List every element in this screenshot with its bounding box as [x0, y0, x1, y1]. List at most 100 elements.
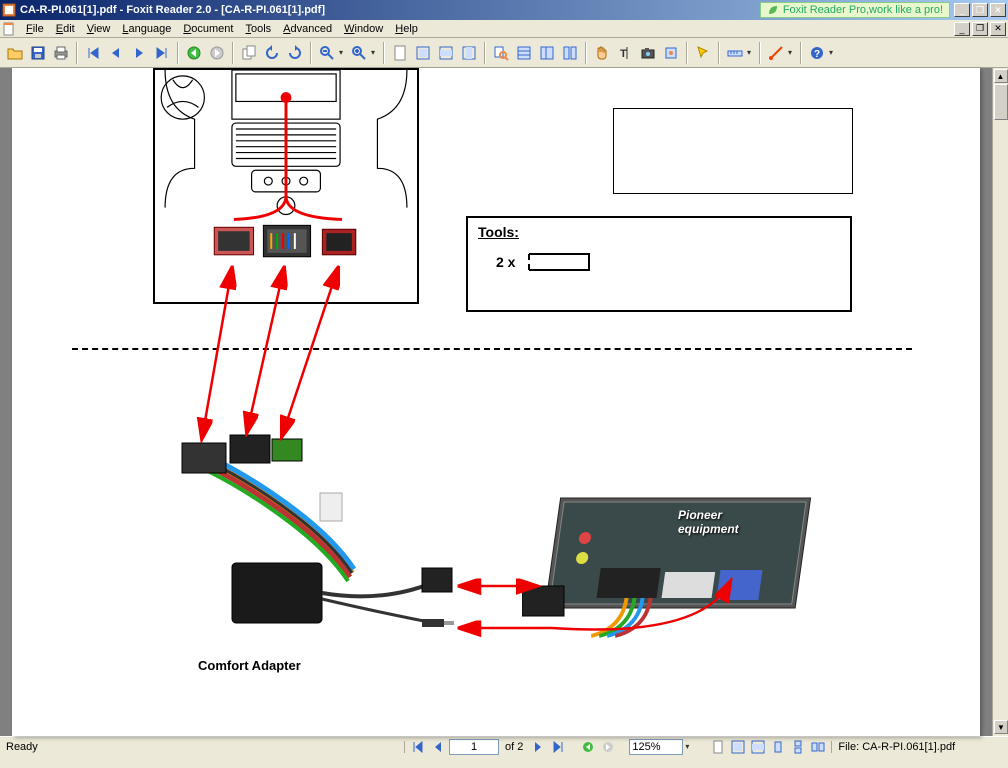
last-page-button[interactable]	[151, 42, 173, 64]
svg-text:T: T	[620, 48, 627, 60]
menu-view[interactable]: View	[81, 22, 117, 36]
window-controls-outer: _ ❐ ✕	[954, 3, 1006, 17]
page-total: of 2	[501, 741, 527, 753]
scroll-up-button[interactable]: ▲	[994, 69, 1008, 83]
titlebar: CA-R-PI.061[1].pdf - Foxit Reader 2.0 - …	[0, 0, 1008, 20]
dashboard-diagram	[153, 68, 419, 304]
vertical-scrollbar[interactable]: ▲ ▼	[992, 68, 1008, 736]
menu-window[interactable]: Window	[338, 22, 389, 36]
empty-box	[613, 108, 853, 194]
comfort-adapter-label: Comfort Adapter	[198, 658, 301, 673]
find-button[interactable]	[490, 42, 512, 64]
close-button[interactable]: ✕	[990, 3, 1006, 17]
zoom-dropdown[interactable]: ▾	[685, 742, 693, 751]
promo-banner[interactable]: Foxit Reader Pro,work like a pro!	[760, 2, 950, 18]
rotate-ccw-button[interactable]	[261, 42, 283, 64]
help-button[interactable]: ?	[806, 42, 828, 64]
ruler-button[interactable]	[724, 42, 746, 64]
nav-first-button[interactable]	[409, 739, 427, 755]
menu-tools[interactable]: Tools	[239, 22, 277, 36]
open-button[interactable]	[4, 42, 26, 64]
facing-button[interactable]	[809, 739, 827, 755]
layers-button[interactable]	[536, 42, 558, 64]
separator-line	[72, 348, 912, 350]
hand-tool-button[interactable]	[591, 42, 613, 64]
ruler-dropdown[interactable]: ▾	[747, 48, 755, 57]
toolbar: ▾ ▾ T ▾ ▾ ? ▾	[0, 38, 1008, 68]
menu-edit[interactable]: Edit	[50, 22, 81, 36]
content-area: Tools: 2 x	[0, 68, 1008, 736]
fit-visible-button[interactable]	[458, 42, 480, 64]
statusbar: Ready of 2 ▾ File: CA-R-PI.061[1].pdf	[0, 736, 1008, 756]
fit-width-button-sb[interactable]	[749, 739, 767, 755]
restore-button[interactable]: ❐	[972, 3, 988, 17]
zoom-out-dropdown[interactable]: ▾	[339, 48, 347, 57]
pioneer-label: Pioneerequipment	[678, 508, 739, 536]
menu-advanced[interactable]: Advanced	[277, 22, 338, 36]
fit-width-button[interactable]	[435, 42, 457, 64]
snapshot-button[interactable]	[637, 42, 659, 64]
zoom-out-button[interactable]	[316, 42, 338, 64]
menu-language[interactable]: Language	[116, 22, 177, 36]
mdi-restore-button[interactable]: ❐	[972, 22, 988, 36]
page-nav: of 2 ▾	[405, 739, 831, 755]
measure-dropdown[interactable]: ▾	[788, 48, 796, 57]
svg-text:?: ?	[814, 49, 820, 60]
select-text-button[interactable]: T	[614, 42, 636, 64]
rotate-cw-button[interactable]	[284, 42, 306, 64]
mdi-close-button[interactable]: ✕	[990, 22, 1006, 36]
measure-button[interactable]	[765, 42, 787, 64]
page-number-input[interactable]	[449, 739, 499, 755]
zoom-in-dropdown[interactable]: ▾	[371, 48, 379, 57]
nav-prev-button[interactable]	[429, 739, 447, 755]
window-controls-inner: _ ❐ ✕	[954, 22, 1006, 36]
tools-qty: 2 x	[496, 254, 515, 270]
status-file: File: CA-R-PI.061[1].pdf	[831, 741, 1008, 753]
nav-fwd-hist-button[interactable]	[599, 739, 617, 755]
nav-back-button[interactable]	[183, 42, 205, 64]
menu-file[interactable]: File	[20, 22, 50, 36]
continuous-button[interactable]	[789, 739, 807, 755]
minimize-button[interactable]: _	[954, 3, 970, 17]
help-dropdown[interactable]: ▾	[829, 48, 837, 57]
clone-button[interactable]	[238, 42, 260, 64]
nav-forward-button[interactable]	[206, 42, 228, 64]
single-page-button[interactable]	[769, 739, 787, 755]
print-button[interactable]	[50, 42, 72, 64]
app-icon	[2, 3, 16, 17]
mdi-minimize-button[interactable]: _	[954, 22, 970, 36]
save-button[interactable]	[27, 42, 49, 64]
loupe-button[interactable]	[660, 42, 682, 64]
new-doc-button[interactable]	[389, 42, 411, 64]
scroll-down-button[interactable]: ▼	[994, 720, 1008, 734]
zoom-in-button[interactable]	[348, 42, 370, 64]
status-ready: Ready	[0, 741, 405, 753]
attachments-button[interactable]	[559, 42, 581, 64]
zoom-input[interactable]	[629, 739, 683, 755]
next-page-button[interactable]	[128, 42, 150, 64]
first-page-button[interactable]	[82, 42, 104, 64]
pdf-page[interactable]: Tools: 2 x	[12, 68, 980, 736]
menubar: File Edit View Language Document Tools A…	[0, 20, 1008, 38]
nav-last-button[interactable]	[549, 739, 567, 755]
bookmarks-button[interactable]	[513, 42, 535, 64]
pioneer-radio-photo	[522, 488, 832, 638]
scroll-thumb[interactable]	[994, 84, 1008, 120]
prev-page-button[interactable]	[105, 42, 127, 64]
nav-back-hist-button[interactable]	[579, 739, 597, 755]
comfort-adapter-photo	[152, 423, 462, 653]
tools-box: Tools: 2 x	[466, 216, 852, 312]
select-tool-button[interactable]	[692, 42, 714, 64]
tools-heading: Tools:	[478, 224, 840, 240]
fit-page-button[interactable]	[412, 42, 434, 64]
mdi-icon	[2, 22, 16, 36]
window-title: CA-R-PI.061[1].pdf - Foxit Reader 2.0 - …	[20, 4, 760, 16]
removal-tool-icon	[525, 250, 605, 274]
menu-help[interactable]: Help	[389, 22, 424, 36]
nav-next-button[interactable]	[529, 739, 547, 755]
fit-page-button-sb[interactable]	[729, 739, 747, 755]
promo-text: Foxit Reader Pro,work like a pro!	[783, 4, 943, 16]
fit-actual-button[interactable]	[709, 739, 727, 755]
leaf-icon	[767, 4, 779, 16]
menu-document[interactable]: Document	[177, 22, 239, 36]
